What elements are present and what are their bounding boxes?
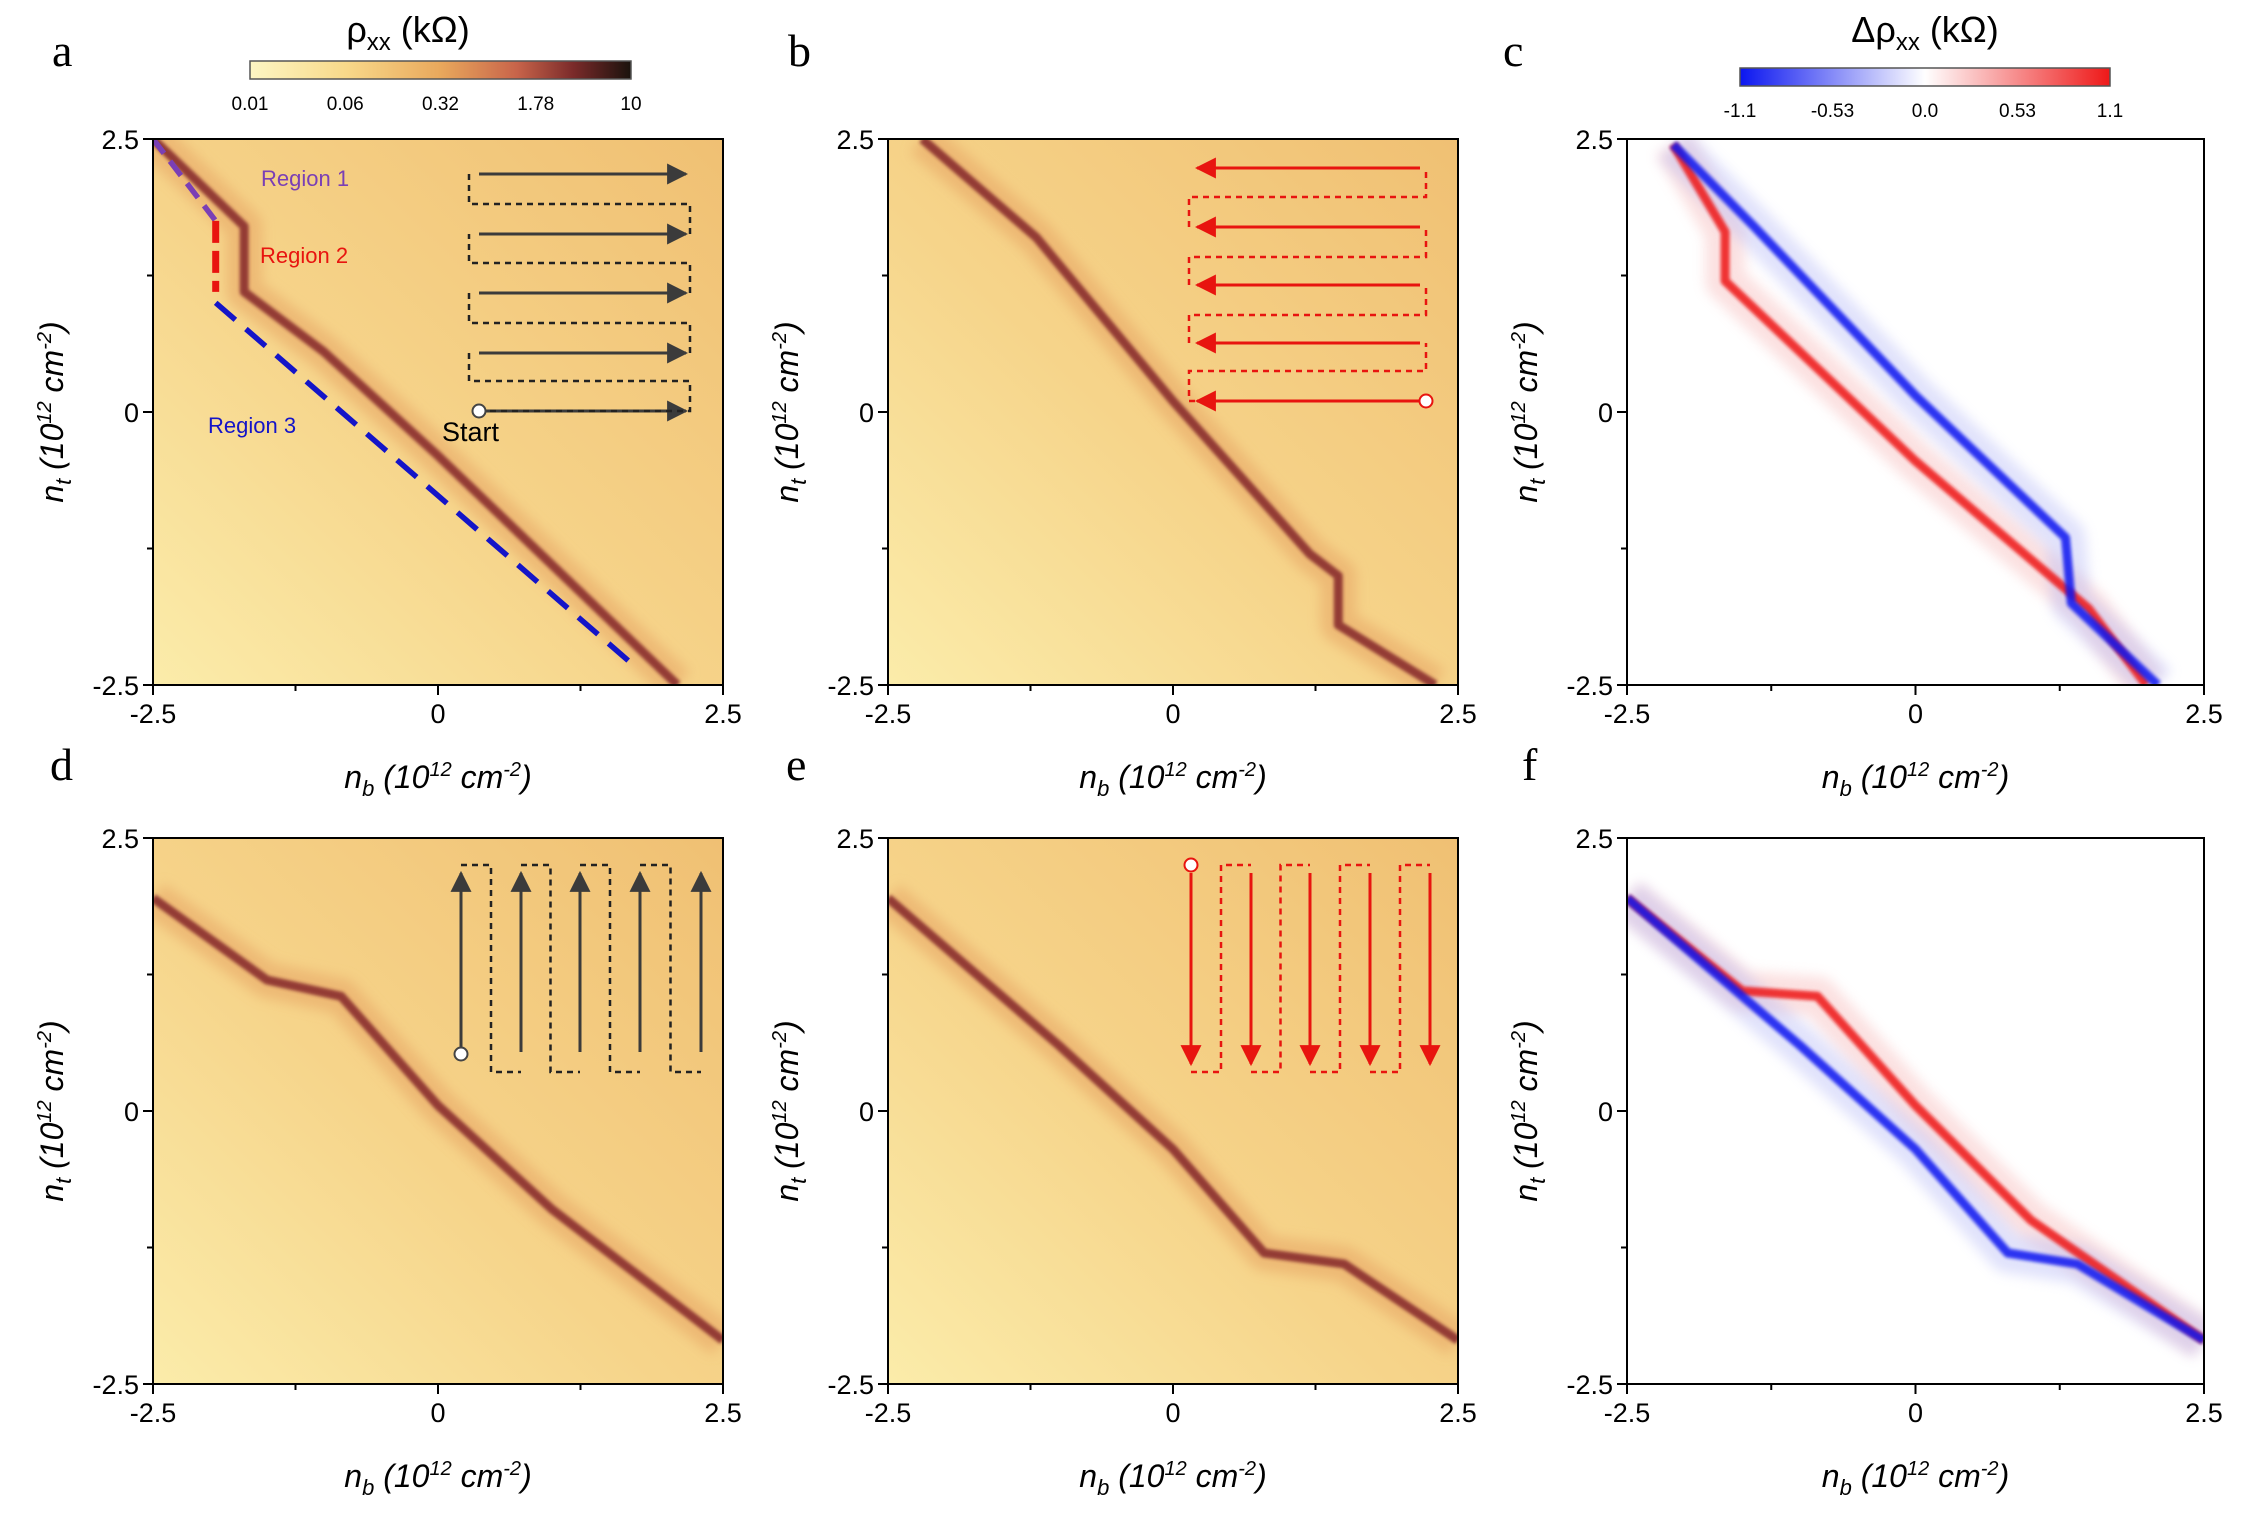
x-tick-label: -2.5	[1604, 699, 1651, 729]
sweep-return-path	[1187, 168, 1428, 403]
x-tick-label: 0	[430, 1398, 445, 1428]
y-tick-label: 2.5	[836, 125, 874, 155]
start-marker	[1418, 393, 1434, 409]
guide-line-region-3	[213, 300, 640, 671]
y-axis-label: nt (1012 cm-2)	[769, 1020, 811, 1201]
y-tick-label: 0	[1598, 398, 1613, 428]
blue-ridge-c	[1669, 141, 2161, 685]
y-tick-label: 0	[1598, 1097, 1613, 1127]
start-marker	[453, 1046, 469, 1062]
start-marker	[1183, 857, 1199, 873]
panel-c: -2.5 0 2.5 2.5 0 -2.5 nb (1012 cm-2) nt (1012 c…	[1508, 125, 2223, 801]
x-tick-label: 2.5	[704, 699, 742, 729]
colorbar-delta-tick-4: 1.1	[2097, 101, 2123, 122]
x-tick-label: 0	[1165, 1398, 1180, 1428]
red-ridge-c	[1669, 142, 2150, 685]
colorbar-rho-tick-4: 10	[620, 94, 641, 115]
x-tick-label: 2.5	[2185, 699, 2223, 729]
y-axis-label: nt (1012 cm-2)	[769, 321, 811, 502]
colorbar-delta: Δρxx (kΩ) -1.1 -0.53 0.0 0.53 1.1	[1724, 9, 2124, 122]
x-tick-label: -2.5	[130, 699, 177, 729]
region-3-label: Region 3	[208, 413, 296, 438]
colorbar-rho-title: ρxx (kΩ)	[346, 9, 469, 56]
x-axis-label: nb (1012 cm-2)	[344, 1458, 531, 1500]
panel-label-f: f	[1522, 739, 1538, 790]
colorbar-rho-tick-0: 0.01	[232, 94, 269, 115]
y-tick-label: 0	[859, 1097, 874, 1127]
ridge-line-e	[888, 894, 1458, 1345]
panel-label-c: c	[1503, 25, 1523, 76]
x-tick-label: 2.5	[704, 1398, 742, 1428]
x-tick-label: -2.5	[1604, 1398, 1651, 1428]
x-axis-label: nb (1012 cm-2)	[1079, 759, 1266, 801]
region-2-label: Region 2	[260, 243, 348, 268]
start-marker	[471, 403, 487, 419]
colorbar-delta-tick-1: -0.53	[1811, 101, 1854, 122]
x-axis-label: nb (1012 cm-2)	[1822, 1458, 2009, 1500]
colorbar-rho-tick-1: 0.06	[327, 94, 364, 115]
y-tick-label: 2.5	[1575, 824, 1613, 854]
panel-a: -2.5 0 2.5 2.5 0 -2.5 nb (1012 cm-2) nt (1012 c…	[34, 125, 742, 801]
y-tick-label: 2.5	[101, 125, 139, 155]
ridge-line-b	[919, 139, 1438, 685]
ridge-line-d	[153, 894, 723, 1344]
x-tick-label: 0	[1908, 1398, 1923, 1428]
panel-label-b: b	[788, 25, 811, 76]
y-tick-label: 2.5	[836, 824, 874, 854]
y-tick-label: 0	[124, 398, 139, 428]
panel-label-e: e	[786, 739, 806, 790]
panel-e: -2.5 0 2.5 2.5 0 -2.5 nb (1012 cm-2) nt (1012 c…	[769, 824, 1477, 1500]
x-tick-label: 2.5	[2185, 1398, 2223, 1428]
y-tick-label: -2.5	[1566, 1370, 1613, 1400]
y-tick-label: -2.5	[827, 671, 874, 701]
y-tick-label: 2.5	[1575, 125, 1613, 155]
y-tick-label: -2.5	[827, 1370, 874, 1400]
x-tick-label: 0	[430, 699, 445, 729]
colorbar-delta-tick-3: 0.53	[1999, 101, 2036, 122]
colorbar-rho-tick-2: 0.32	[422, 94, 459, 115]
colorbar-delta-tick-0: -1.1	[1724, 101, 1757, 122]
colorbar-rho: ρxx (kΩ) 0.01 0.06 0.32 1.78 10	[232, 9, 642, 115]
x-tick-label: 0	[1165, 699, 1180, 729]
region-1-label: Region 1	[261, 166, 349, 191]
panel-label-d: d	[50, 739, 73, 790]
x-axis-label: nb (1012 cm-2)	[1079, 1458, 1266, 1500]
x-tick-label: 2.5	[1439, 699, 1477, 729]
y-tick-label: 0	[859, 398, 874, 428]
y-axis-label: nt (1012 cm-2)	[1508, 1020, 1550, 1201]
y-tick-label: -2.5	[1566, 671, 1613, 701]
colorbar-delta-title: Δρxx (kΩ)	[1851, 9, 1998, 56]
y-tick-label: 2.5	[101, 824, 139, 854]
panel-b: -2.5 0 2.5 2.5 0 -2.5 nb (1012 cm-2) nt (1012 c…	[769, 125, 1477, 801]
ridge-line-a	[153, 139, 681, 685]
x-tick-label: -2.5	[865, 1398, 912, 1428]
sweep-return-path	[1191, 863, 1430, 1074]
x-axis-label: nb (1012 cm-2)	[344, 759, 531, 801]
blue-ridge-f	[1627, 894, 2204, 1345]
sweep-return-path	[461, 863, 701, 1074]
x-tick-label: 2.5	[1439, 1398, 1477, 1428]
start-label: Start	[442, 417, 500, 447]
x-axis-label: nb (1012 cm-2)	[1822, 759, 2009, 801]
x-tick-label: 0	[1908, 699, 1923, 729]
y-tick-label: -2.5	[92, 1370, 139, 1400]
y-tick-label: 0	[124, 1097, 139, 1127]
panel-f: -2.5 0 2.5 2.5 0 -2.5 nb (1012 cm-2) nt (1012 c…	[1508, 824, 2223, 1500]
panel-d: -2.5 0 2.5 2.5 0 -2.5 nb (1012 cm-2) nt (1012 c…	[34, 824, 742, 1500]
y-tick-label: -2.5	[92, 671, 139, 701]
y-axis-label: nt (1012 cm-2)	[34, 321, 76, 502]
colorbar-delta-tick-2: 0.0	[1912, 101, 1938, 122]
y-axis-label: nt (1012 cm-2)	[1508, 321, 1550, 502]
x-tick-label: -2.5	[865, 699, 912, 729]
colorbar-rho-tick-3: 1.78	[517, 94, 554, 115]
guide-line-region-1	[153, 139, 218, 223]
x-tick-label: -2.5	[130, 1398, 177, 1428]
panel-label-a: a	[52, 25, 72, 76]
y-axis-label: nt (1012 cm-2)	[34, 1020, 76, 1201]
